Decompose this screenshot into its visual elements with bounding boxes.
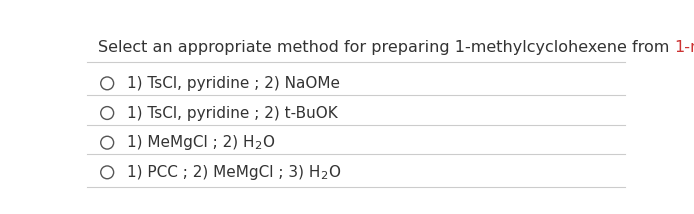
Text: 1) MeMgCl ; 2) H: 1) MeMgCl ; 2) H — [127, 135, 255, 150]
Text: 2: 2 — [255, 141, 262, 152]
Text: 1) TsCl, pyridine ; 2) t-BuOK: 1) TsCl, pyridine ; 2) t-BuOK — [127, 106, 338, 120]
Text: 2: 2 — [321, 171, 328, 181]
Text: O: O — [262, 135, 274, 150]
Text: Select an appropriate method for preparing 1-methylcyclohexene from: Select an appropriate method for prepari… — [97, 40, 674, 55]
Text: O: O — [328, 165, 340, 180]
Text: 1) PCC ; 2) MeMgCl ; 3) H: 1) PCC ; 2) MeMgCl ; 3) H — [127, 165, 321, 180]
Text: 1-methylcyclohexanol: 1-methylcyclohexanol — [674, 40, 694, 55]
Text: 1) TsCl, pyridine ; 2) NaOMe: 1) TsCl, pyridine ; 2) NaOMe — [127, 76, 340, 91]
